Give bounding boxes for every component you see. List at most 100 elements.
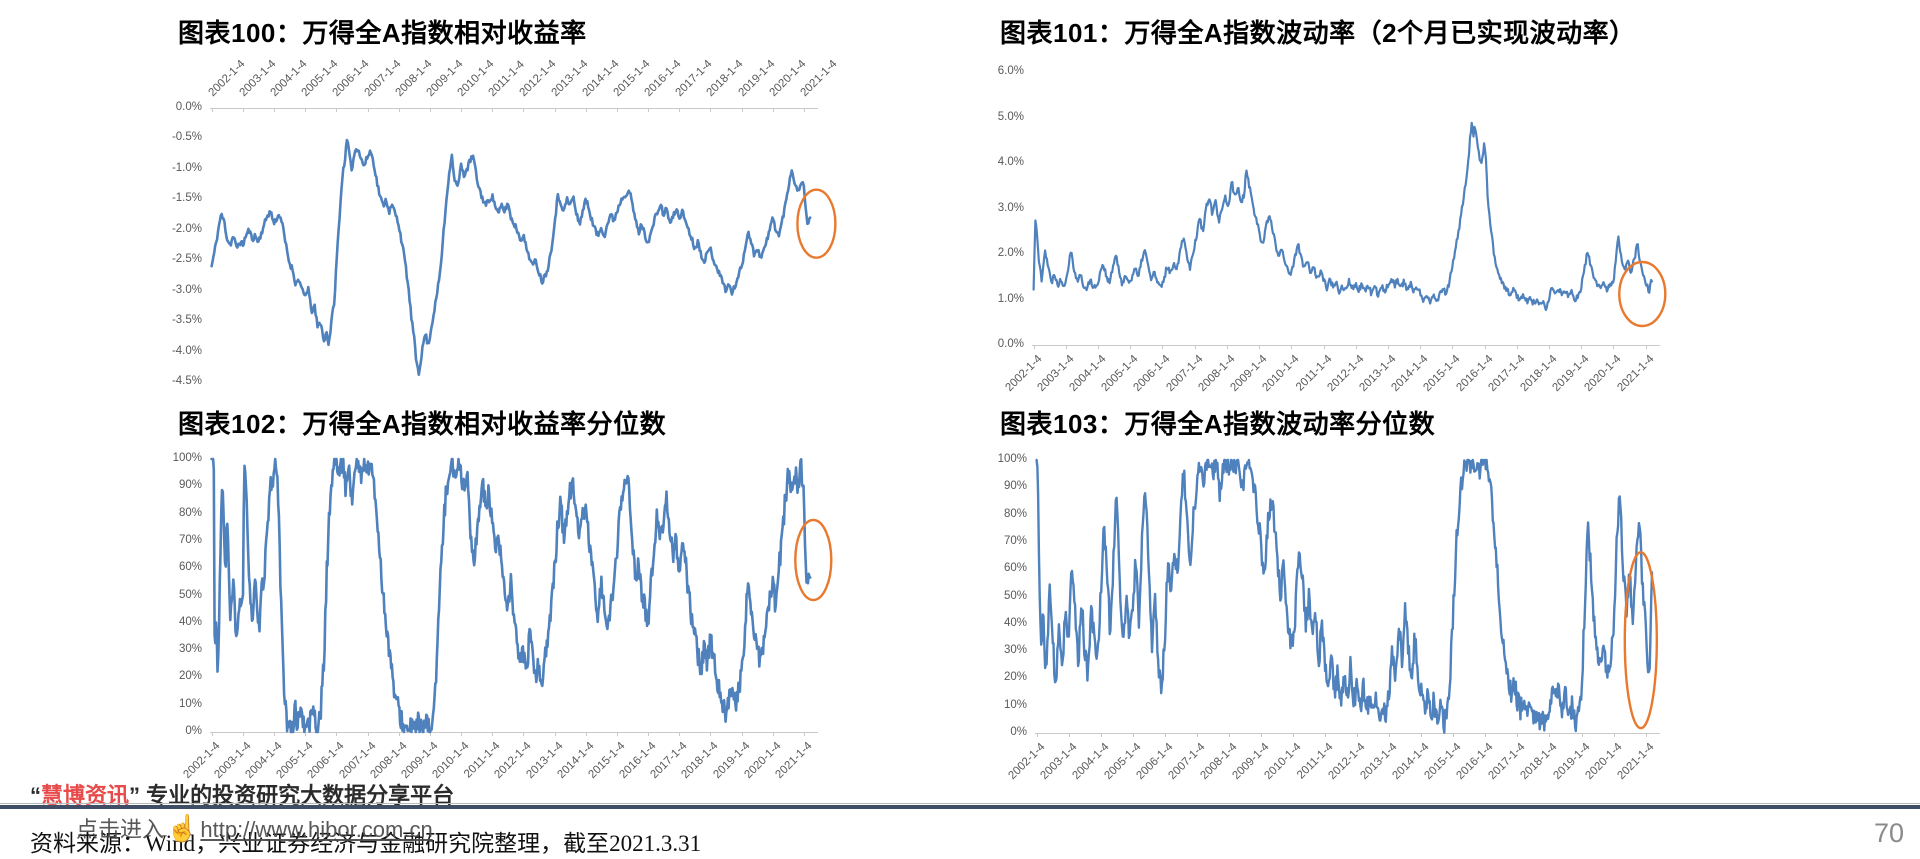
hibor-link-url[interactable]: http://www.hibor.com.cn <box>200 817 433 842</box>
x-axis-line <box>1032 345 1660 346</box>
y-tick-label: 100% <box>997 453 1027 465</box>
x-tick <box>1645 345 1647 349</box>
x-axis-line <box>1035 733 1660 734</box>
y-tick-label: 90% <box>1003 480 1027 493</box>
y-tick-label: 10% <box>1003 698 1027 711</box>
x-tick <box>1228 733 1230 737</box>
x-tick <box>1517 733 1519 737</box>
y-tick-label: 4.0% <box>997 156 1024 168</box>
x-tick <box>1261 733 1262 737</box>
x-tick <box>336 732 338 736</box>
y-tick-label: 80% <box>178 506 202 519</box>
x-tick <box>1420 345 1422 349</box>
y-tick-label: 70% <box>1003 534 1027 547</box>
x-tick <box>1325 733 1327 737</box>
y-tick-label: -1.5% <box>171 192 202 205</box>
x-tick <box>1613 733 1615 737</box>
x-tick <box>585 732 587 736</box>
x-tick <box>305 108 307 112</box>
x-tick <box>1098 345 1099 349</box>
x-tick <box>648 108 650 112</box>
x-tick <box>741 732 743 736</box>
x-tick <box>1130 345 1132 349</box>
y-tick-label: 40% <box>178 615 202 628</box>
x-tick <box>772 108 774 112</box>
x-tick <box>492 108 494 112</box>
x-tick <box>1387 345 1389 349</box>
y-tick-label: 20% <box>178 670 202 683</box>
y-tick-label: -0.5% <box>171 131 202 144</box>
footer-divider-thin-line <box>0 803 1920 804</box>
x-tick <box>1323 345 1325 349</box>
x-tick <box>242 732 244 736</box>
chart-103-title: 图表103：万得全A指数波动率分位数 <box>1000 409 1436 439</box>
link-prefix: 点击进入 <box>76 817 165 842</box>
x-tick <box>1164 733 1166 737</box>
y-tick-label: 30% <box>1003 644 1027 657</box>
x-tick <box>461 732 462 736</box>
x-tick <box>679 108 681 112</box>
y-tick-label: 3.0% <box>997 201 1024 214</box>
x-tick <box>1293 733 1294 737</box>
hibor-link-watermark: 点击进入☝http://www.hibor.com.cn <box>76 812 433 844</box>
x-tick <box>1162 345 1164 349</box>
x-tick <box>461 108 462 112</box>
y-tick-label: 0.0% <box>997 338 1024 350</box>
x-tick <box>273 732 275 736</box>
x-tick <box>523 108 525 112</box>
x-tick <box>741 108 743 112</box>
y-tick-label: 90% <box>178 479 202 492</box>
x-tick <box>1549 733 1551 737</box>
y-tick-label: -4.5% <box>171 375 202 387</box>
x-tick <box>1581 733 1583 737</box>
y-tick-label: -2.0% <box>171 222 202 235</box>
x-tick <box>1036 733 1038 737</box>
x-tick <box>1226 345 1228 349</box>
y-tick-label: 50% <box>1003 589 1027 602</box>
chart-101-title: 图表101：万得全A指数波动率（2个月已实现波动率） <box>1000 18 1636 48</box>
x-tick <box>1581 345 1583 349</box>
x-tick <box>429 108 431 112</box>
x-tick <box>1259 345 1260 349</box>
x-tick <box>710 108 712 112</box>
y-tick-label: 6.0% <box>997 65 1024 77</box>
x-tick <box>1194 345 1196 349</box>
x-tick <box>273 108 275 112</box>
x-tick <box>1548 345 1550 349</box>
x-tick <box>1516 345 1518 349</box>
chart-100-title: 图表100：万得全A指数相对收益率 <box>178 18 587 48</box>
hand-cursor-icon: ☝ <box>166 813 199 843</box>
y-tick-label: 1.0% <box>997 292 1024 305</box>
x-tick <box>367 732 369 736</box>
x-tick <box>429 732 431 736</box>
x-tick <box>648 732 650 736</box>
x-tick <box>336 108 338 112</box>
x-tick <box>242 108 244 112</box>
x-tick <box>398 732 400 736</box>
y-tick-label: 0% <box>185 725 202 737</box>
series-line <box>1035 458 1654 734</box>
y-tick-label: 100% <box>172 452 202 464</box>
y-tick-label: -3.5% <box>171 314 202 327</box>
quote-close: ” <box>129 783 141 808</box>
x-tick <box>772 732 774 736</box>
x-tick <box>554 732 556 736</box>
footer-divider-line <box>0 805 1920 809</box>
x-tick <box>616 108 618 112</box>
y-tick-label: -1.0% <box>171 161 202 174</box>
x-tick <box>1100 733 1102 737</box>
x-tick <box>1132 733 1134 737</box>
x-tick <box>305 732 307 736</box>
x-tick <box>804 108 805 112</box>
x-tick <box>710 732 712 736</box>
y-tick-label: 30% <box>178 643 202 656</box>
x-tick <box>679 732 681 736</box>
y-tick-label: -2.5% <box>171 253 202 266</box>
x-tick <box>1452 345 1454 349</box>
x-tick <box>1389 733 1391 737</box>
